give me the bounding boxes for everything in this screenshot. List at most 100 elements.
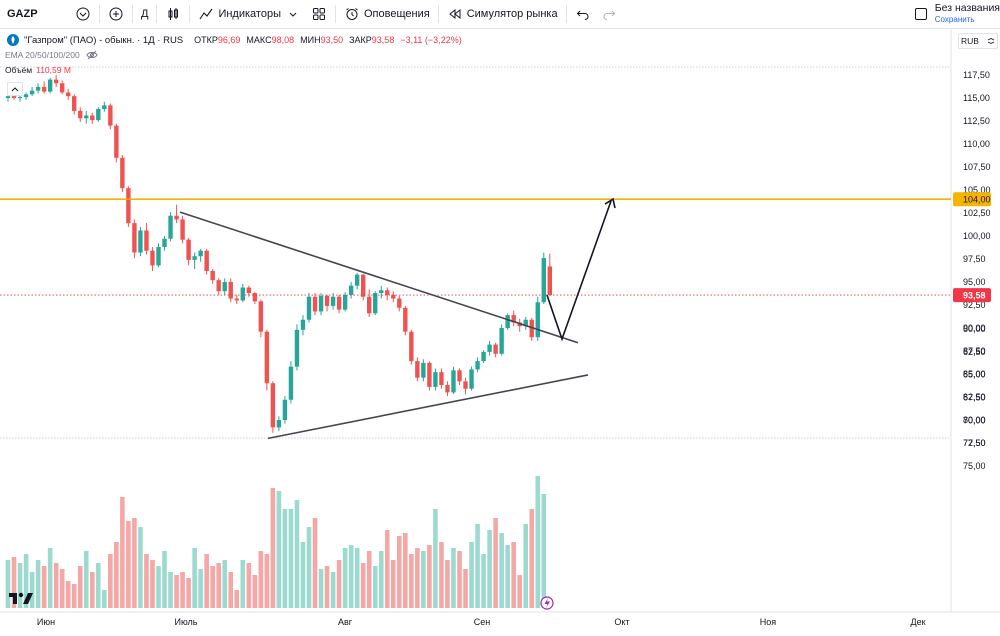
eye-icon[interactable] — [84, 47, 100, 63]
layout-controls: Без названия Сохранить — [913, 0, 1000, 28]
volume-bar — [360, 563, 366, 608]
volume-bar — [481, 554, 486, 608]
volume-bar — [126, 521, 131, 608]
time-tick-label: Сен — [474, 617, 491, 627]
volume-bar — [29, 572, 35, 608]
volume-bar — [403, 533, 408, 608]
price-tick-label: 107,50 — [963, 162, 991, 172]
toolbar-separator — [132, 5, 133, 23]
candle-body — [306, 296, 312, 320]
add-symbol-button[interactable] — [103, 3, 129, 25]
candle-body — [270, 383, 276, 428]
candle-body — [541, 258, 546, 303]
volume-bar — [77, 566, 83, 608]
drawings[interactable] — [0, 197, 951, 610]
candle-body — [421, 362, 426, 378]
candle-body — [445, 385, 450, 393]
candle-body — [439, 372, 444, 386]
layout-save-link[interactable]: Сохранить — [934, 15, 975, 24]
candle-body — [385, 290, 390, 295]
grid-icon — [311, 6, 327, 22]
toolbar-separator — [189, 5, 191, 23]
time-axis[interactable]: Июн Июль Авг Сен Окт Ноя Дек — [37, 617, 926, 627]
volume-bar — [439, 542, 444, 608]
price-tick-label: 72,50 — [963, 438, 986, 448]
volume-bar — [312, 518, 318, 608]
tradingview-logo-icon[interactable] — [8, 590, 34, 606]
price-tick-label: 75,00 — [963, 461, 986, 471]
symbol-search[interactable]: GAZP — [2, 3, 96, 25]
candle-body — [294, 329, 300, 367]
volume-bar — [541, 494, 547, 608]
volume-bars — [5, 476, 547, 608]
volume-bar — [222, 560, 228, 608]
volume-bar — [390, 560, 396, 608]
alerts-button[interactable]: Оповещения — [339, 3, 435, 25]
volume-bar — [156, 566, 161, 608]
chevron-down-icon — [285, 6, 301, 22]
ema-row[interactable]: EMA 20/50/100/200 — [5, 48, 465, 62]
candles — [5, 75, 552, 433]
price-tick-label: 102,50 — [963, 208, 991, 218]
chart-type-button[interactable] — [160, 3, 186, 25]
lightning-icon — [544, 598, 550, 608]
candle-body — [246, 287, 251, 294]
layout-checkbox-icon[interactable] — [913, 6, 929, 22]
price-tick-label: 87,50 — [963, 346, 986, 356]
redo-button[interactable] — [596, 3, 622, 25]
candle-body — [324, 295, 330, 306]
volume-bar — [41, 566, 47, 608]
redo-icon — [601, 6, 617, 22]
price-tick-label: 95,00 — [963, 277, 986, 287]
volume-bar — [294, 500, 300, 608]
collapse-legend-button[interactable] — [7, 82, 23, 96]
compare-icon[interactable] — [75, 6, 91, 22]
currency-label: RUB — [961, 36, 979, 46]
volume-bar — [318, 569, 324, 608]
currency-selector[interactable]: RUB — [958, 33, 998, 49]
candle-body — [415, 361, 420, 378]
volume-bar — [457, 551, 462, 608]
volume-bar — [463, 569, 468, 608]
candle-body — [162, 238, 167, 248]
candle-body — [78, 110, 83, 119]
volume-bar — [378, 551, 384, 608]
price-chart[interactable]: 117,50 115,00 112,50 110,00 107,50 105,00 102,… — [0, 28, 1000, 636]
alerts-label: Оповещения — [363, 8, 430, 20]
volume-bar — [270, 488, 276, 608]
candle-body — [535, 302, 540, 338]
volume-bar — [83, 551, 89, 608]
undo-button[interactable] — [570, 3, 596, 25]
candle-body — [481, 351, 486, 362]
volume-label: Объём — [5, 65, 33, 75]
indicators-button[interactable]: Индикаторы — [193, 3, 306, 25]
layout-title: Без названия — [934, 2, 1000, 14]
templates-button[interactable] — [306, 3, 332, 25]
volume-bar — [306, 527, 312, 608]
candle-body — [41, 86, 47, 92]
candle-body — [35, 86, 41, 91]
volume-bar — [162, 551, 167, 608]
volume-bar — [511, 542, 516, 608]
volume-bar — [102, 590, 107, 608]
candle-body — [192, 256, 197, 260]
price-axis[interactable]: 117,50 115,00 112,50 110,00 107,50 105,00 102,… — [953, 70, 991, 471]
candle-body — [397, 298, 402, 308]
replay-button[interactable]: Симулятор рынка — [442, 3, 563, 25]
volume-bar — [180, 572, 185, 608]
layout-name[interactable]: Без названия Сохранить — [935, 3, 1000, 25]
volume-bar — [216, 563, 221, 608]
candle-body — [318, 295, 324, 312]
upper-trendline — [179, 211, 579, 344]
alarm-clock-icon — [344, 6, 360, 22]
price-tick-label: 67,50 — [963, 393, 986, 403]
volume-bar — [23, 554, 29, 608]
volume-bar — [397, 536, 402, 608]
ema-label: EMA 20/50/100/200 — [5, 50, 80, 60]
level-tag — [953, 192, 991, 207]
price-tick-label: 85,00 — [963, 369, 986, 379]
symbol-title[interactable]: "Газпром" (ПАО) - обыкн. · 1Д · RUS — [24, 34, 184, 46]
interval-button[interactable]: Д — [136, 3, 153, 25]
candle-body — [451, 370, 456, 393]
time-tick-label: Ноя — [760, 617, 777, 627]
